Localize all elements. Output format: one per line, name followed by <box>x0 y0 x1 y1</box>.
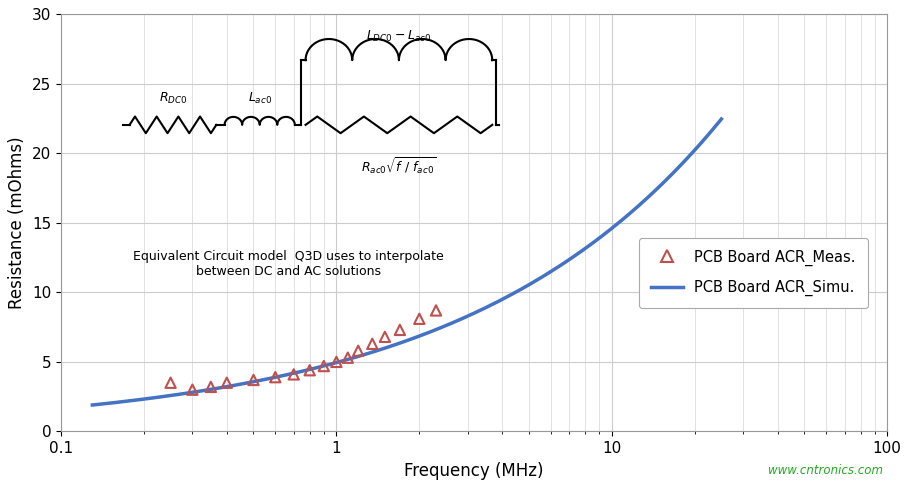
Point <box>317 362 331 370</box>
Point <box>351 347 366 355</box>
Point <box>287 370 301 378</box>
Point <box>204 383 218 391</box>
Text: www.cntronics.com: www.cntronics.com <box>768 464 883 477</box>
Point <box>163 379 177 386</box>
Point <box>219 379 234 386</box>
Point <box>247 376 261 384</box>
Text: $L_{ac0}$: $L_{ac0}$ <box>248 91 272 106</box>
Text: $R_{ac0}\sqrt{f\ /\ f_{ac0}}$: $R_{ac0}\sqrt{f\ /\ f_{ac0}}$ <box>361 156 437 177</box>
Point <box>378 333 392 341</box>
Point <box>365 340 379 348</box>
Point <box>412 315 427 323</box>
X-axis label: Frequency (MHz): Frequency (MHz) <box>404 462 544 480</box>
Y-axis label: Resistance (mOhms): Resistance (mOhms) <box>8 137 26 309</box>
Point <box>268 373 283 381</box>
Point <box>302 366 317 374</box>
Point <box>185 386 199 394</box>
Text: Equivalent Circuit model  Q3D uses to interpolate
between DC and AC solutions: Equivalent Circuit model Q3D uses to int… <box>133 250 443 278</box>
Point <box>392 326 407 334</box>
Point <box>329 358 344 366</box>
Point <box>340 354 355 362</box>
Point <box>429 306 443 314</box>
Legend: PCB Board ACR_Meas., PCB Board ACR_Simu.: PCB Board ACR_Meas., PCB Board ACR_Simu. <box>639 238 867 308</box>
Text: $R_{DC0}$: $R_{DC0}$ <box>158 91 187 106</box>
Text: $L_{DC0} - L_{ac0}$: $L_{DC0} - L_{ac0}$ <box>367 29 431 44</box>
